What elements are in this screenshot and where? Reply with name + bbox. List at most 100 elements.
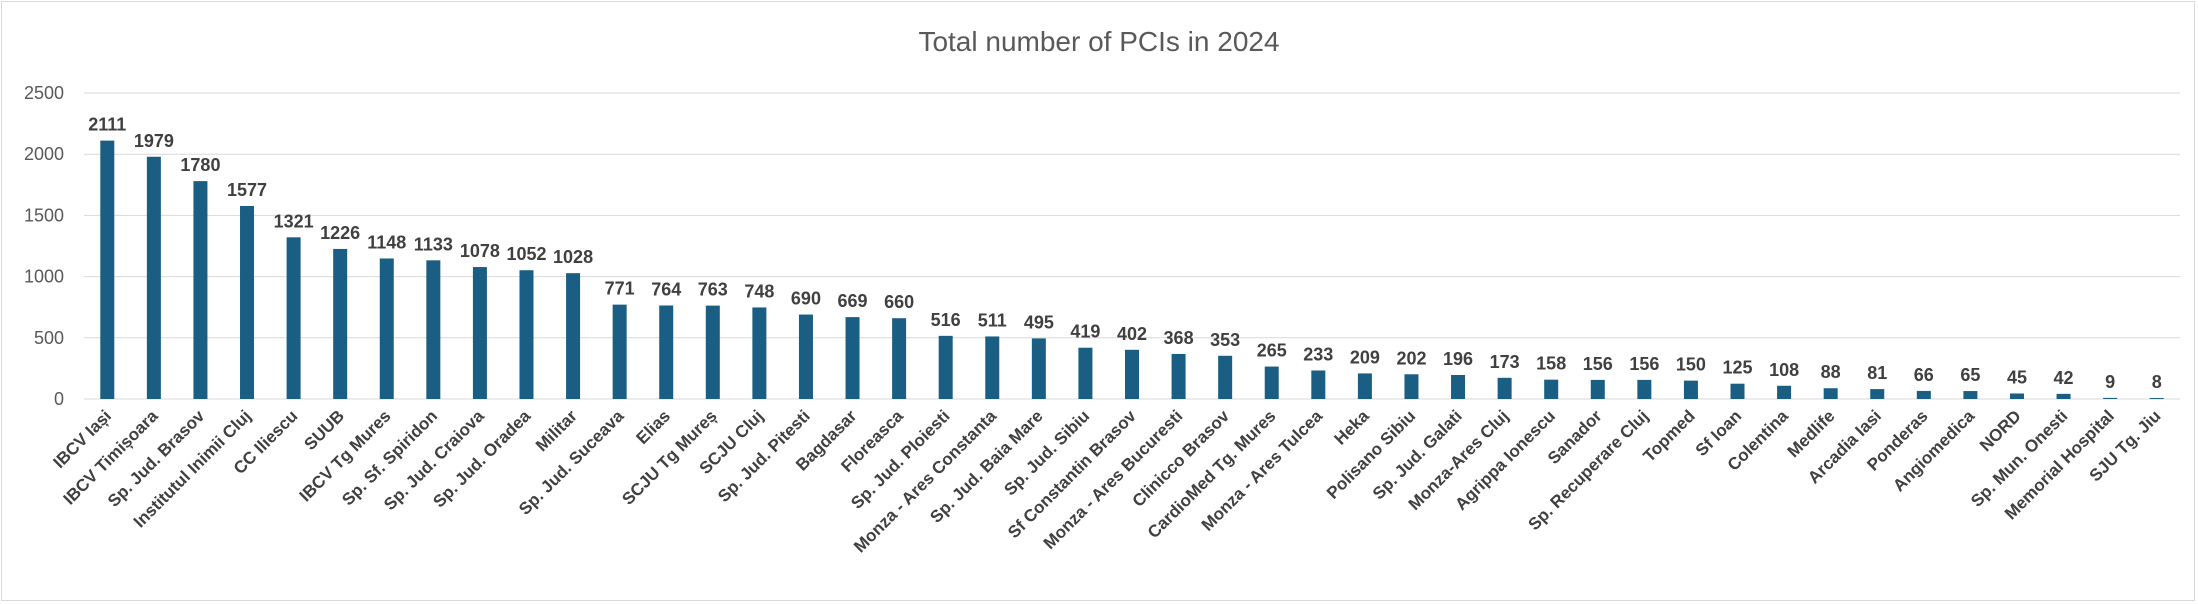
- data-label: 209: [1350, 347, 1380, 367]
- bar: [1870, 389, 1885, 399]
- bar: [1404, 374, 1419, 399]
- bar: [798, 314, 813, 399]
- data-label: 156: [1583, 354, 1613, 374]
- bar: [1544, 379, 1559, 399]
- bar: [752, 307, 767, 399]
- data-label: 156: [1629, 354, 1659, 374]
- data-label: 196: [1443, 349, 1473, 369]
- data-label: 1078: [460, 241, 500, 261]
- bar: [426, 260, 441, 399]
- data-label: 8: [2152, 372, 2162, 392]
- y-tick-label: 2500: [24, 83, 64, 103]
- data-label: 265: [1257, 341, 1287, 361]
- data-label: 202: [1396, 348, 1426, 368]
- bar: [1497, 377, 1512, 399]
- bar: [566, 273, 581, 399]
- data-label: 45: [2007, 367, 2027, 387]
- bar: [1637, 379, 1652, 399]
- data-label: 669: [838, 291, 868, 311]
- data-label: 368: [1164, 328, 1194, 348]
- data-label: 42: [2054, 368, 2074, 388]
- data-label: 748: [744, 281, 774, 301]
- data-label: 1226: [320, 223, 360, 243]
- data-label: 88: [1821, 362, 1841, 382]
- data-labels: 2111 1979 1780 1577 1321 1226 1148 1133 1078 1052…: [88, 115, 2161, 392]
- bar: [1264, 366, 1279, 399]
- bar: [1730, 383, 1745, 399]
- bar: [379, 258, 394, 399]
- x-tick-label: Angiomedica: [1889, 406, 1978, 495]
- bar: [2056, 393, 2071, 399]
- bar: [1823, 388, 1838, 399]
- bar: [100, 140, 115, 400]
- data-label: 402: [1117, 324, 1147, 344]
- bar: [892, 318, 907, 399]
- data-label: 108: [1769, 360, 1799, 380]
- data-label: 771: [605, 279, 635, 299]
- data-label: 763: [698, 280, 728, 300]
- bar: [240, 205, 255, 399]
- bar: [2149, 398, 2164, 399]
- bar: [705, 305, 720, 399]
- y-tick-label: 2000: [24, 144, 64, 164]
- bar: [1171, 353, 1186, 399]
- bar: [1218, 355, 1233, 399]
- data-label: 2111: [88, 115, 126, 135]
- data-label: 1133: [414, 234, 453, 254]
- data-label: 9: [2105, 372, 2115, 392]
- data-label: 66: [1914, 365, 1934, 385]
- data-label: 353: [1210, 330, 1240, 350]
- bar: [193, 181, 208, 399]
- bar: [1590, 379, 1605, 399]
- data-label: 1148: [367, 232, 406, 252]
- bar: [1451, 375, 1466, 399]
- bar: [1125, 349, 1139, 399]
- data-label: 690: [791, 289, 821, 309]
- data-label: 173: [1490, 352, 1520, 372]
- data-label: 65: [1960, 365, 1980, 385]
- bar: [1683, 380, 1698, 399]
- data-label: 125: [1722, 358, 1752, 378]
- bar: [519, 270, 534, 399]
- data-label: 511: [978, 310, 1007, 330]
- x-tick-label: Elias: [633, 406, 675, 448]
- chart-title: Total number of PCIs in 2024: [918, 26, 1279, 57]
- bar: [1031, 338, 1046, 399]
- bar: [1311, 370, 1326, 399]
- data-label: 150: [1676, 355, 1706, 375]
- bar: [659, 305, 674, 399]
- data-label: 516: [931, 310, 961, 330]
- bar: [286, 237, 301, 399]
- data-label: 495: [1024, 312, 1054, 332]
- y-tick-label: 0: [54, 389, 64, 409]
- bar: [1963, 391, 1978, 399]
- data-label: 1979: [134, 131, 174, 151]
- bar: [985, 336, 1000, 399]
- data-label: 1577: [227, 180, 267, 200]
- bar: [938, 335, 953, 399]
- data-label: 1052: [506, 244, 546, 264]
- data-label: 233: [1303, 344, 1333, 364]
- x-tick-label: Heka: [1331, 406, 1374, 449]
- bar: [333, 248, 348, 399]
- bar: [2009, 393, 2024, 399]
- bar: [845, 317, 860, 399]
- y-tick-label: 1500: [24, 205, 64, 225]
- data-label: 660: [884, 292, 914, 312]
- y-tick-label: 500: [34, 328, 64, 348]
- bars: [100, 140, 2164, 400]
- bar: [1777, 385, 1792, 399]
- data-label: 1321: [274, 211, 314, 231]
- data-label: 158: [1536, 354, 1566, 374]
- bar: [2103, 397, 2118, 399]
- data-label: 1028: [553, 247, 593, 267]
- bar: [1078, 347, 1093, 399]
- bar: [612, 304, 627, 399]
- y-axis-ticks: 0 500 1000 1500 2000 2500: [24, 83, 64, 409]
- x-tick-label: Topmed: [1639, 406, 1698, 465]
- bar: [1916, 390, 1931, 399]
- data-label: 419: [1070, 322, 1100, 342]
